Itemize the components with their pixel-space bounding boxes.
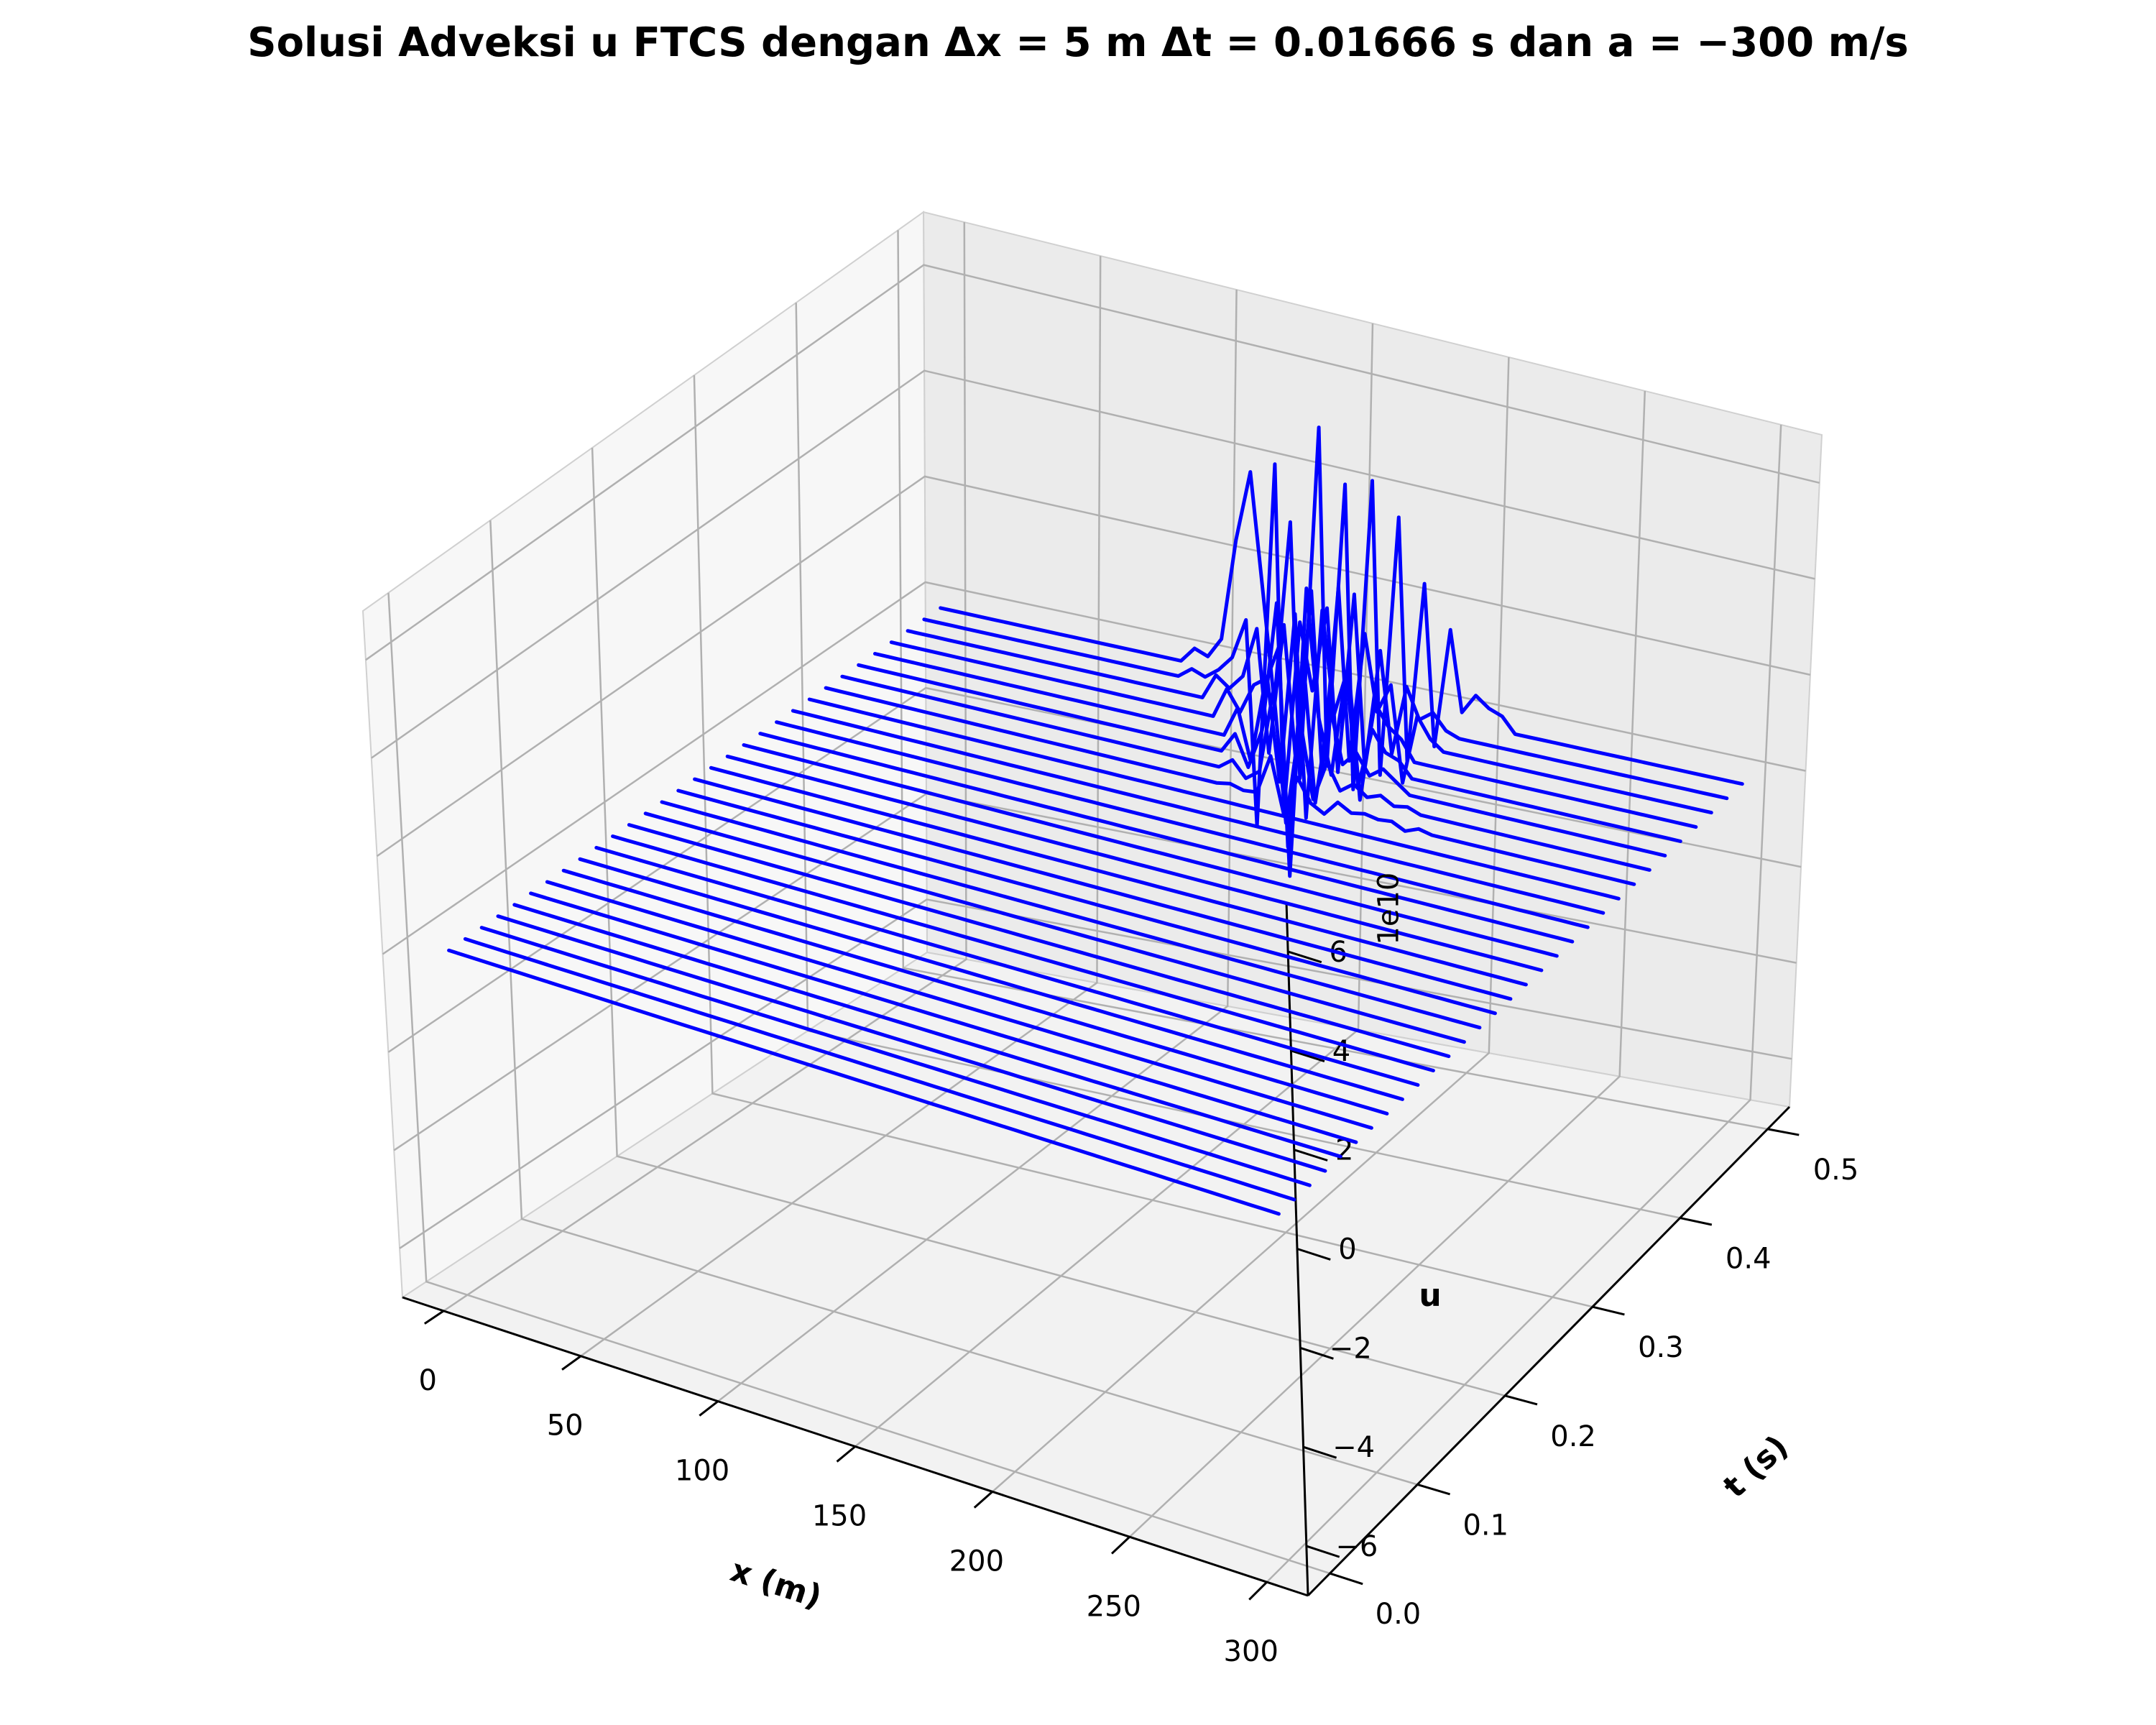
grid-t-0.0 (387, 592, 1330, 1575)
grid-u-4 (376, 475, 1811, 857)
series-line-t3 (496, 914, 1327, 1173)
x-tick-label: 50 (547, 1409, 584, 1443)
series-line-t11 (627, 823, 1451, 1059)
u-tick-mark (1296, 1248, 1331, 1261)
u-tick-mark (1287, 950, 1322, 964)
side-pane (361, 211, 929, 1299)
u-tick-label: −6 (1335, 1530, 1378, 1563)
series-line-t10 (611, 834, 1435, 1072)
t-tick-label: 0.0 (1376, 1598, 1422, 1631)
series-line-t22 (807, 697, 1621, 901)
grid-t-0.1 (489, 520, 1418, 1486)
t-tick-mark (1416, 1484, 1451, 1496)
u-tick-mark (1294, 1149, 1328, 1162)
t-axis-line (1307, 1105, 1791, 1597)
series-line-t19 (758, 732, 1575, 944)
series-line-t0 (447, 948, 1281, 1216)
series-line-t12 (643, 811, 1466, 1044)
grid-u-3 (382, 581, 1806, 955)
x-tick-mark (423, 1310, 445, 1325)
series-line-t17 (725, 754, 1544, 972)
x-tick-label: 300 (1224, 1635, 1279, 1668)
x-tick-label: 150 (812, 1500, 867, 1533)
x-tick-mark (836, 1445, 856, 1463)
t-tick-mark (1592, 1305, 1625, 1316)
x-tick-label: 250 (1087, 1590, 1141, 1623)
u-tick-label: −2 (1330, 1332, 1372, 1365)
x-tick-mark (561, 1355, 582, 1371)
series-line-t4 (512, 903, 1342, 1159)
grid-x-50 (580, 256, 1102, 1357)
u-tick-mark (1303, 1445, 1337, 1459)
u-tick-mark (1290, 1049, 1325, 1063)
u-tick-label: 0 (1338, 1233, 1356, 1266)
x-tick-mark (699, 1400, 719, 1417)
series-line-t5 (529, 891, 1358, 1144)
series-line-t6 (545, 880, 1373, 1130)
series-line-t28 (906, 585, 1713, 815)
x-axis-label: x (m) (726, 1552, 826, 1616)
grid-x-300 (1266, 424, 1782, 1583)
t-tick-mark (1680, 1217, 1713, 1226)
grid-x-0 (443, 222, 967, 1312)
grid-x-250 (1128, 390, 1646, 1538)
t-tick-mark (1329, 1572, 1363, 1586)
series-line-t21 (791, 709, 1606, 915)
grid-t-0.5 (897, 230, 1768, 1131)
x-tick-label: 100 (675, 1455, 729, 1488)
grid-u-2 (387, 686, 1802, 1053)
t-tick-label: 0.2 (1550, 1420, 1596, 1453)
x-tick-mark (1248, 1581, 1268, 1601)
u-tick-mark (1299, 1346, 1334, 1360)
series-line-t29 (922, 462, 1729, 828)
series-line-t18 (742, 743, 1559, 958)
grid-u-5 (371, 369, 1815, 759)
t-tick-mark (1767, 1128, 1800, 1136)
t-tick-label: 0.3 (1638, 1331, 1684, 1364)
series-line-t8 (578, 857, 1404, 1101)
grid-u-6 (365, 264, 1820, 661)
x-tick-label: 0 (419, 1364, 437, 1397)
grid-u-0 (399, 898, 1792, 1249)
axis-lines (402, 901, 1800, 1601)
t-axis-label: t (s) (1716, 1428, 1795, 1505)
series-line-t30 (939, 426, 1744, 791)
series-line-t14 (676, 788, 1497, 1016)
series-lines (447, 426, 1744, 1216)
grid-t-0.2 (591, 447, 1506, 1397)
series-line-t7 (561, 868, 1389, 1116)
series-line-t1 (463, 937, 1296, 1202)
series-line-t27 (889, 608, 1698, 829)
grid-x-100 (717, 289, 1238, 1402)
series-line-t24 (840, 674, 1651, 872)
axis-panes (361, 211, 1823, 1597)
u-axis-offset-label: 1e10 (1373, 873, 1406, 945)
series-line-t13 (660, 800, 1482, 1030)
series-line-t23 (824, 686, 1636, 886)
series-line-t25 (857, 601, 1667, 857)
t-tick-label: 0.4 (1726, 1243, 1772, 1276)
x-tick-mark (1110, 1536, 1130, 1555)
series-line-t15 (693, 777, 1513, 1001)
chart-title: Solusi Adveksi u FTCS dengan Δx = 5 m Δt… (247, 19, 1909, 66)
u-tick-label: −4 (1332, 1431, 1375, 1464)
tick-labels: 0 50 100 150 200 250 300 0.0 0.1 0.2 0.3 0.4 0.5 −6 −4… (419, 936, 1859, 1668)
series-line-t9 (594, 845, 1420, 1087)
grid-t-0.3 (693, 374, 1593, 1308)
series-line-t2 (479, 926, 1312, 1187)
t-tick-label: 0.1 (1462, 1509, 1508, 1542)
u-tick-mark (1306, 1545, 1340, 1558)
t-tick-label: 0.5 (1813, 1154, 1859, 1187)
t-tick-mark (1504, 1394, 1538, 1406)
series-line-t16 (709, 765, 1528, 987)
x-tick-mark (973, 1491, 993, 1509)
x-tick-label: 200 (949, 1545, 1004, 1578)
u-axis-label: u (1419, 1277, 1441, 1314)
series-line-t20 (775, 720, 1590, 929)
grid-x-200 (992, 356, 1510, 1493)
